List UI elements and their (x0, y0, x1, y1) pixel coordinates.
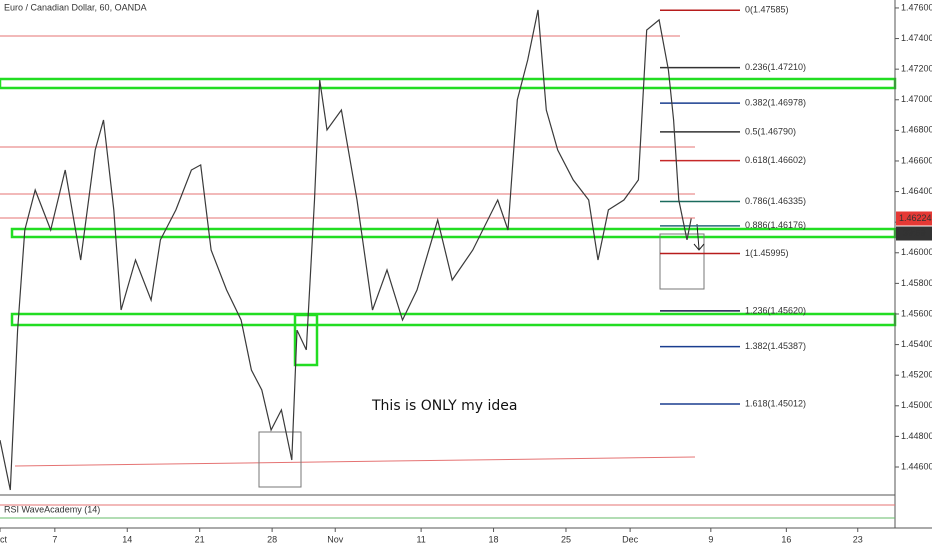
fib-label: 0(1.47585) (745, 5, 789, 15)
fib-label: 1.382(1.45387) (745, 341, 806, 351)
fib-label: 0.786(1.46335) (745, 196, 806, 206)
y-tick-label: 1.45400 (901, 339, 932, 349)
y-tick-label: 1.45000 (901, 400, 932, 410)
price-line (0, 9, 692, 491)
x-tick-label: 11 (416, 534, 425, 544)
x-tick-label: 9 (708, 534, 713, 544)
x-tick-label: 23 (853, 534, 863, 544)
x-tick-label: Oct (0, 534, 7, 544)
x-tick-label: Dec (622, 534, 639, 544)
x-tick-label: 18 (489, 534, 499, 544)
x-tick-label: 16 (781, 534, 791, 544)
y-tick-label: 1.46600 (901, 155, 932, 165)
x-tick-label: 14 (122, 534, 132, 544)
y-tick-label: 1.47200 (901, 64, 932, 74)
y-tick-label: 1.44800 (901, 431, 932, 441)
annotation: This is ONLY my idea (371, 398, 517, 414)
y-tick-label: 1.47000 (901, 94, 932, 104)
y-tick-label: 1.45200 (901, 370, 932, 380)
y-tick-label: 1.47400 (901, 33, 932, 43)
fib-label: 0.236(1.47210) (745, 62, 806, 72)
x-tick-label: 21 (195, 534, 205, 544)
fib-label: 1.236(1.45620) (745, 305, 806, 315)
fib-label: 0.5(1.46790) (745, 126, 796, 136)
fib-label: 0.618(1.46602) (745, 155, 806, 165)
y-tick-label: 1.45800 (901, 278, 932, 288)
x-tick-label: 28 (267, 534, 277, 544)
fib-label: 1.618(1.45012) (745, 398, 806, 408)
fib-label: 1(1.45995) (745, 248, 789, 258)
last-price-box (896, 211, 932, 226)
y-tick-label: 1.46800 (901, 125, 932, 135)
fib-label: 0.382(1.46978) (745, 98, 806, 108)
y-tick-label: 1.47600 (901, 2, 932, 12)
fib-label: 0.886(1.46176) (745, 220, 806, 230)
y-tick-label: 1.46000 (901, 247, 932, 257)
y-tick-label: 1.44600 (901, 461, 932, 471)
countdown: 39:59 (903, 228, 926, 238)
y-tick-label: 1.46400 (901, 186, 932, 196)
indicator-label: RSI WaveAcademy (14) (4, 504, 100, 514)
x-tick-label: 7 (52, 534, 57, 544)
last-price-label: 1.46224 (899, 213, 932, 223)
y-tick-label: 1.45600 (901, 308, 932, 318)
countdown-box (896, 226, 932, 241)
x-tick-label: 25 (561, 534, 571, 544)
x-tick-label: Nov (327, 534, 344, 544)
chart-title: Euro / Canadian Dollar, 60, OANDA (4, 2, 147, 12)
